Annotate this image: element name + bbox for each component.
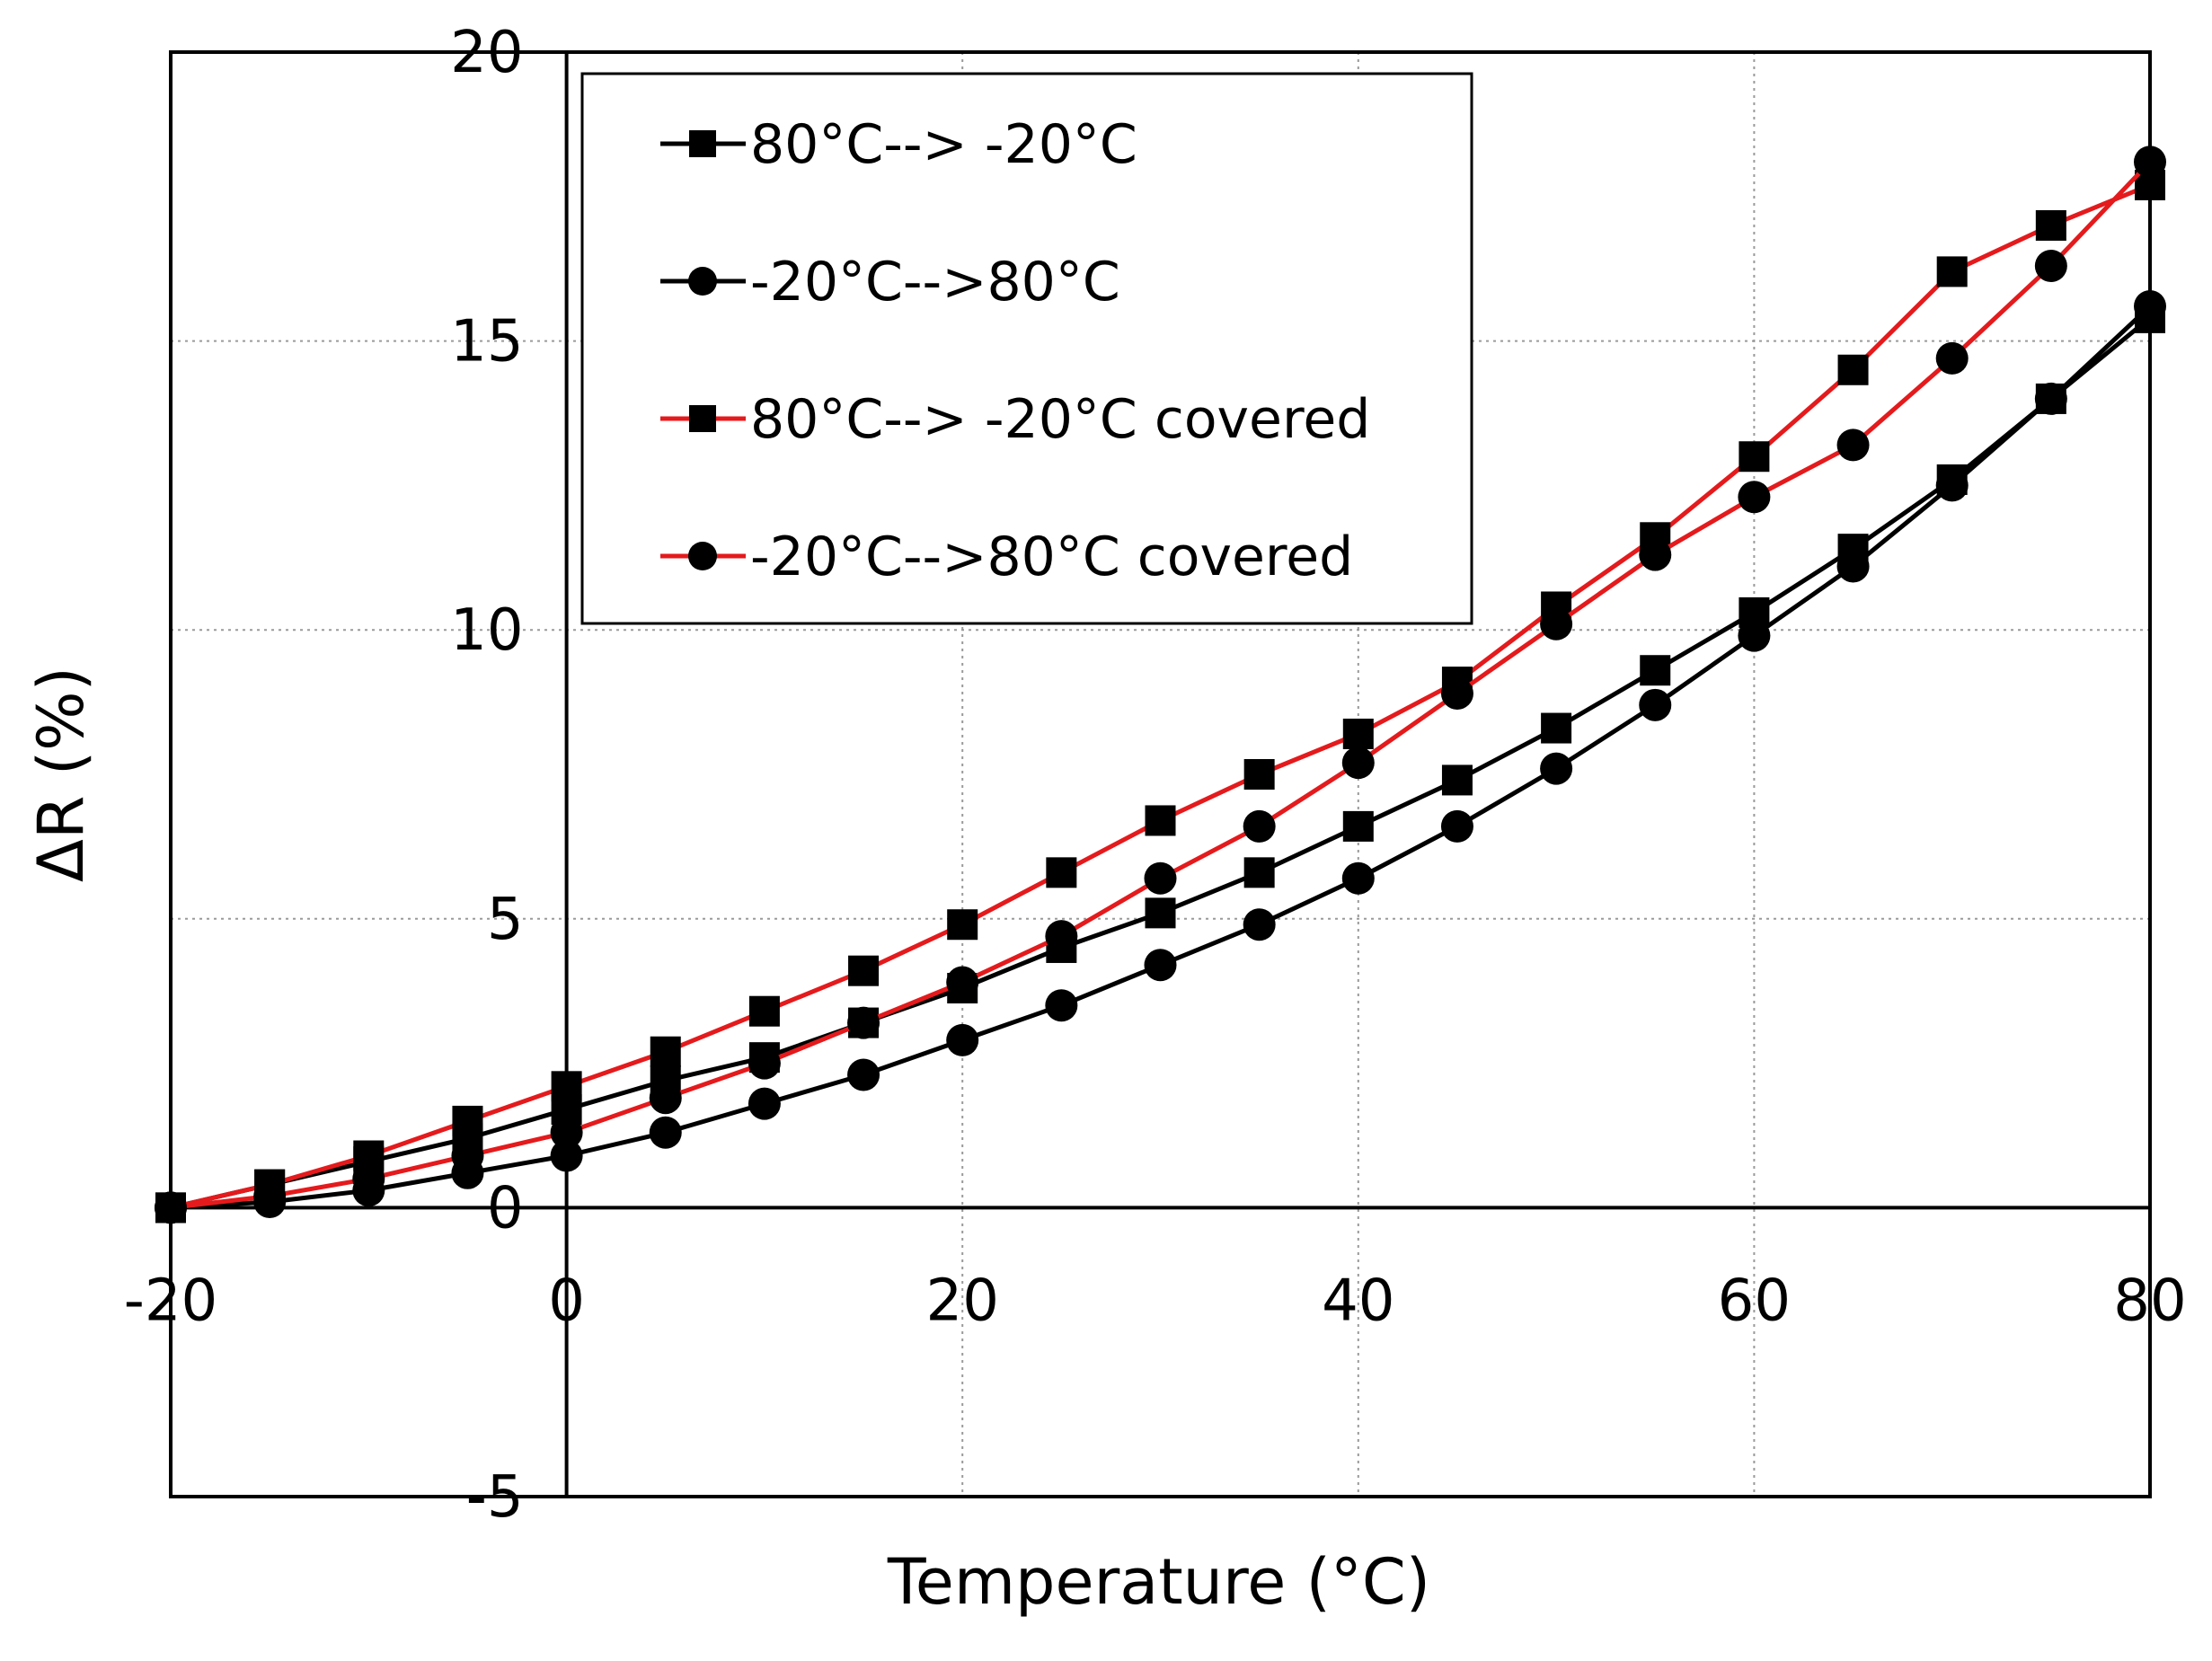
y-tick-label: 10 xyxy=(450,597,523,664)
data-point xyxy=(1243,759,1275,790)
x-tick-label: -20 xyxy=(124,1268,218,1334)
data-point xyxy=(451,1139,484,1172)
legend-label: 80°C--> -20°C xyxy=(750,113,1137,176)
x-tick-label: 0 xyxy=(548,1268,585,1334)
legend-label: -20°C-->80°C xyxy=(750,251,1120,314)
legend-label: -20°C-->80°C covered xyxy=(750,526,1353,588)
data-point xyxy=(1639,538,1672,571)
data-point xyxy=(649,1082,682,1115)
data-point xyxy=(253,1179,287,1213)
y-tick-label: -5 xyxy=(466,1464,524,1531)
data-point xyxy=(947,909,978,941)
plot-frame xyxy=(169,50,2152,1498)
data-point xyxy=(2034,249,2067,282)
data-point xyxy=(650,1036,681,1067)
data-point xyxy=(1441,764,1473,796)
y-tick-label: 15 xyxy=(450,309,523,375)
data-point xyxy=(1243,857,1275,888)
data-point xyxy=(1341,747,1375,780)
x-tick-label: 40 xyxy=(1322,1268,1394,1334)
data-point xyxy=(1640,655,1671,686)
data-point xyxy=(1540,607,1573,641)
data-point xyxy=(1145,897,1176,929)
data-point xyxy=(847,1006,880,1039)
x-tick-label: 60 xyxy=(1718,1268,1791,1334)
data-point xyxy=(1440,676,1473,710)
data-point xyxy=(550,1116,583,1149)
legend-marker xyxy=(688,267,717,296)
data-point xyxy=(1144,861,1177,895)
data-point xyxy=(1541,712,1572,744)
data-point xyxy=(1935,341,1969,375)
data-point xyxy=(1342,810,1374,842)
data-point xyxy=(1045,920,1078,953)
data-point xyxy=(352,1162,385,1196)
data-point xyxy=(550,1139,583,1172)
data-point xyxy=(649,1116,682,1149)
data-point xyxy=(1836,550,1870,583)
series-4 xyxy=(155,146,2166,1224)
y-axis-title: ΔR (%) xyxy=(24,667,98,882)
data-point xyxy=(748,995,780,1027)
legend-item: -20°C-->80°C covered xyxy=(660,526,1353,588)
data-point xyxy=(1739,441,1770,473)
data-point xyxy=(452,1105,483,1136)
data-point xyxy=(551,1071,582,1102)
data-point xyxy=(1145,805,1176,836)
legend-item: -20°C-->80°C xyxy=(660,251,1120,314)
legend-marker xyxy=(689,130,716,157)
data-point xyxy=(1540,752,1573,785)
data-point xyxy=(1836,429,1870,462)
x-tick-label: 80 xyxy=(2113,1268,2186,1334)
data-point xyxy=(1341,861,1375,895)
series-group xyxy=(155,146,2166,1224)
data-point xyxy=(2134,290,2166,323)
tick-labels: -5 0 5 10 15 20 -20 0 20 40 60 80 xyxy=(124,20,2187,1531)
y-tick-label: 20 xyxy=(450,20,523,86)
data-point xyxy=(946,966,979,999)
legend-box xyxy=(580,72,1473,625)
data-point xyxy=(748,1087,781,1120)
legend-item: 80°C--> -20°C covered xyxy=(660,388,1370,451)
y-tick-label: 0 xyxy=(487,1175,524,1241)
x-tick-label: 20 xyxy=(925,1268,998,1334)
data-point xyxy=(1440,809,1473,843)
legend-marker xyxy=(689,405,716,432)
data-point xyxy=(847,1058,880,1091)
legend-label: 80°C--> -20°C covered xyxy=(750,388,1370,451)
x-axis-title: Temperature (°C) xyxy=(887,1545,1430,1619)
data-point xyxy=(1936,256,1968,287)
data-point xyxy=(848,955,880,986)
data-point xyxy=(2134,146,2166,179)
legend: 80°C--> -20°C -20°C-->80°C 80°C--> -20°C c… xyxy=(580,72,1473,625)
data-point xyxy=(1639,688,1672,721)
data-point xyxy=(155,1191,187,1224)
data-point xyxy=(946,1023,979,1056)
legend-item: 80°C--> -20°C xyxy=(660,113,1137,176)
data-point xyxy=(1045,989,1078,1022)
data-point xyxy=(1935,469,1969,502)
data-point xyxy=(1144,949,1177,982)
data-point xyxy=(1738,619,1771,652)
series-2 xyxy=(155,290,2166,1224)
data-point xyxy=(1243,908,1276,941)
data-point xyxy=(1342,718,1374,749)
legend-marker xyxy=(688,542,717,570)
data-point xyxy=(2034,382,2067,415)
data-point xyxy=(1243,809,1276,843)
data-point xyxy=(748,1047,781,1080)
data-point xyxy=(1837,354,1869,385)
data-point xyxy=(1046,857,1077,888)
data-point xyxy=(1738,481,1771,514)
data-point xyxy=(2035,209,2066,241)
y-tick-label: 5 xyxy=(487,887,524,953)
